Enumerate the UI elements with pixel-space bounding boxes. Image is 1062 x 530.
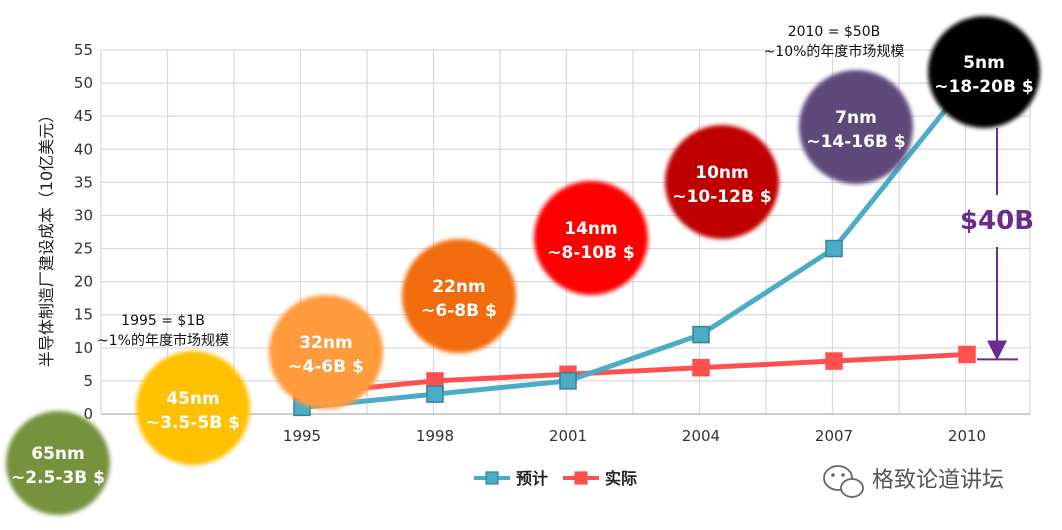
node-bubble: 7nm ~14-16B $ xyxy=(799,70,913,184)
data-point xyxy=(426,385,444,403)
node-bubble: 5nm ~18-20B $ xyxy=(928,16,1040,128)
bubble-circle xyxy=(665,125,779,239)
y-tick-label: 40 xyxy=(74,140,93,158)
legend-label: 实际 xyxy=(605,469,637,488)
y-axis-label: 半导体制造厂建设成本（10亿美元） xyxy=(37,107,56,367)
legend-item: 预计 xyxy=(474,469,548,488)
x-tick-label: 2007 xyxy=(815,427,853,445)
bubble-node-label: 65nm xyxy=(31,444,84,464)
legend-item: 实际 xyxy=(563,469,637,488)
node-bubble: 45nm ~3.5-5B $ xyxy=(136,351,250,465)
annotations: 1995 = $1B ~1%的年度市场规模 2010 = $50B ~10%的年度市场… xyxy=(97,24,904,349)
bubble-cost-label: ~2.5-3B $ xyxy=(11,468,105,488)
bubble-circle xyxy=(136,351,250,465)
gap-marker: $40B xyxy=(960,128,1034,361)
node-bubble: 10nm ~10-12B $ xyxy=(665,125,779,239)
bubble-cost-label: ~10-12B $ xyxy=(672,187,771,207)
x-tick-label: 2001 xyxy=(549,427,587,445)
y-tick-label: 0 xyxy=(83,405,93,423)
annotation-text: 1995 = $1B xyxy=(121,313,205,329)
bubble-circle xyxy=(534,181,648,295)
y-tick-label: 25 xyxy=(74,240,93,258)
data-point xyxy=(825,352,843,370)
bubble-circle xyxy=(799,70,913,184)
gap-label: $40B xyxy=(960,206,1034,236)
bubble-cost-label: ~6-8B $ xyxy=(421,301,497,321)
x-axis: 1995 1998 2001 2004 2007 2010 xyxy=(283,427,986,445)
legend-marker xyxy=(485,471,499,485)
y-tick-label: 5 xyxy=(83,372,93,390)
annotation-text: 2010 = $50B xyxy=(788,24,881,40)
y-tick-label: 10 xyxy=(74,339,93,357)
bubble-circle xyxy=(6,411,110,515)
y-axis: 0 5 10 15 20 25 30 35 40 45 50 55 xyxy=(74,41,93,423)
x-tick-label: 2010 xyxy=(948,427,986,445)
bubble-cost-label: ~18-20B $ xyxy=(934,77,1033,97)
x-tick-label: 1995 xyxy=(283,427,321,445)
y-tick-label: 45 xyxy=(74,107,93,125)
bubble-node-label: 7nm xyxy=(835,108,877,128)
legend-marker xyxy=(574,471,588,485)
node-bubble: 14nm ~8-10B $ xyxy=(534,181,648,295)
bubble-node-label: 45nm xyxy=(166,389,219,409)
bubble-node-label: 10nm xyxy=(695,163,748,183)
bubble-cost-label: ~3.5-5B $ xyxy=(146,413,240,433)
data-point xyxy=(692,325,710,344)
legend-label: 预计 xyxy=(516,469,548,488)
wechat-icon xyxy=(823,465,864,498)
bubble-cost-label: ~14-16B $ xyxy=(806,132,905,152)
y-tick-label: 20 xyxy=(74,273,93,291)
series-line xyxy=(301,81,969,410)
watermark: 格致论道讲坛 xyxy=(823,465,1004,498)
y-tick-label: 50 xyxy=(74,74,93,92)
series-layer xyxy=(293,74,976,417)
node-bubble: 65nm ~2.5-3B $ xyxy=(6,411,110,515)
y-tick-label: 35 xyxy=(74,173,93,191)
annotation-text: ~1%的年度市场规模 xyxy=(97,332,229,349)
y-tick-label: 55 xyxy=(74,41,93,59)
node-bubble: 22nm ~6-8B $ xyxy=(402,239,516,353)
bubble-circle xyxy=(269,295,383,409)
bubble-node-label: 22nm xyxy=(432,277,485,297)
data-point xyxy=(825,239,843,258)
bubble-node-label: 14nm xyxy=(564,219,617,239)
x-tick-label: 2004 xyxy=(682,427,720,445)
data-point xyxy=(958,345,976,364)
bubble-cost-label: ~4-6B $ xyxy=(288,357,364,377)
annotation-text: ~10%的年度市场规模 xyxy=(764,43,905,60)
y-tick-label: 30 xyxy=(74,206,93,224)
watermark-text: 格致论道讲坛 xyxy=(872,468,1004,493)
bubble-circle xyxy=(928,16,1040,128)
series-line xyxy=(301,351,968,397)
node-bubbles: 65nm ~2.5-3B $ 45nm ~3.5-5B $ 32nm ~4-6B $ 22n… xyxy=(6,16,1040,515)
bubble-node-label: 32nm xyxy=(299,333,352,353)
y-tick-label: 15 xyxy=(74,306,93,324)
data-point xyxy=(692,358,710,377)
bubble-cost-label: ~8-10B $ xyxy=(547,243,635,263)
bubble-node-label: 5nm xyxy=(963,53,1005,73)
x-tick-label: 1998 xyxy=(416,427,454,445)
node-bubble: 32nm ~4-6B $ xyxy=(269,295,383,409)
bubble-circle xyxy=(402,239,516,353)
data-point xyxy=(559,372,577,390)
legend: 预计 实际 xyxy=(474,469,637,488)
